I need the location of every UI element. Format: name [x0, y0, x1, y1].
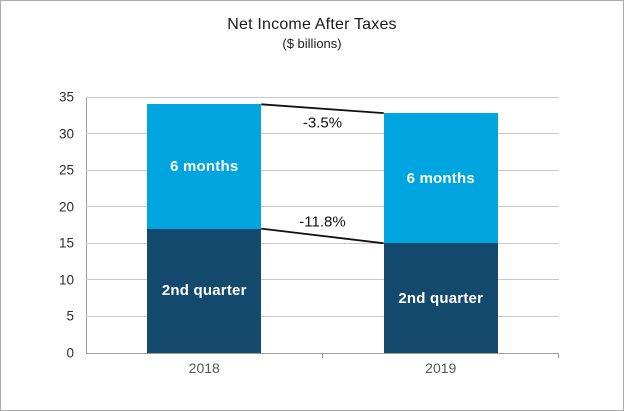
- y-axis-label: 35: [58, 89, 74, 105]
- chart-subtitle: ($ billions): [282, 36, 342, 51]
- x-axis-label: 2018: [188, 360, 220, 376]
- x-axis-tick: [321, 353, 323, 358]
- y-axis-label: 15: [58, 235, 74, 251]
- connector-line: [261, 103, 384, 114]
- bar-segment-label: 2nd quarter: [398, 289, 484, 307]
- gridline: [86, 242, 559, 244]
- gridline: [86, 133, 559, 135]
- chart-header: Net Income After Taxes ($ billions): [1, 14, 623, 52]
- y-axis-label: 0: [66, 345, 74, 361]
- y-axis-label: 10: [58, 272, 74, 288]
- gridline: [86, 169, 559, 171]
- gridline: [86, 315, 559, 317]
- bar-segment-2nd-quarter: 2nd quarter: [147, 228, 262, 353]
- bar-segment-6-months: 6 months: [147, 104, 262, 229]
- y-axis-label: 20: [58, 199, 74, 215]
- x-axis-tick: [558, 353, 559, 358]
- chart-title: Net Income After Taxes: [227, 16, 397, 33]
- y-axis-line: [86, 97, 87, 353]
- bar-segment-2nd-quarter: 2nd quarter: [383, 243, 498, 353]
- annotation-label: -11.8%: [299, 213, 346, 231]
- y-axis-label: 30: [58, 126, 74, 142]
- annotation-label: -3.5%: [302, 114, 343, 132]
- connector-line: [261, 227, 384, 245]
- y-axis-label: 25: [58, 162, 74, 178]
- y-axis-label: 5: [66, 308, 74, 324]
- gridline: [86, 206, 559, 208]
- bar-segment-label: 6 months: [170, 157, 239, 175]
- bar-segment-label: 6 months: [406, 169, 475, 187]
- gridline: [86, 96, 559, 98]
- bar-segment-label: 2nd quarter: [161, 282, 247, 300]
- plot-area: 0 5 10 15 20 25 30 35 2nd quarter 6 months 2018 2nd…: [59, 90, 559, 376]
- x-axis-label: 2019: [425, 360, 457, 376]
- gridline: [86, 279, 559, 281]
- bar-segment-6-months: 6 months: [383, 113, 498, 244]
- connectors-svg: [261, 103, 384, 245]
- x-axis-line: [86, 353, 559, 354]
